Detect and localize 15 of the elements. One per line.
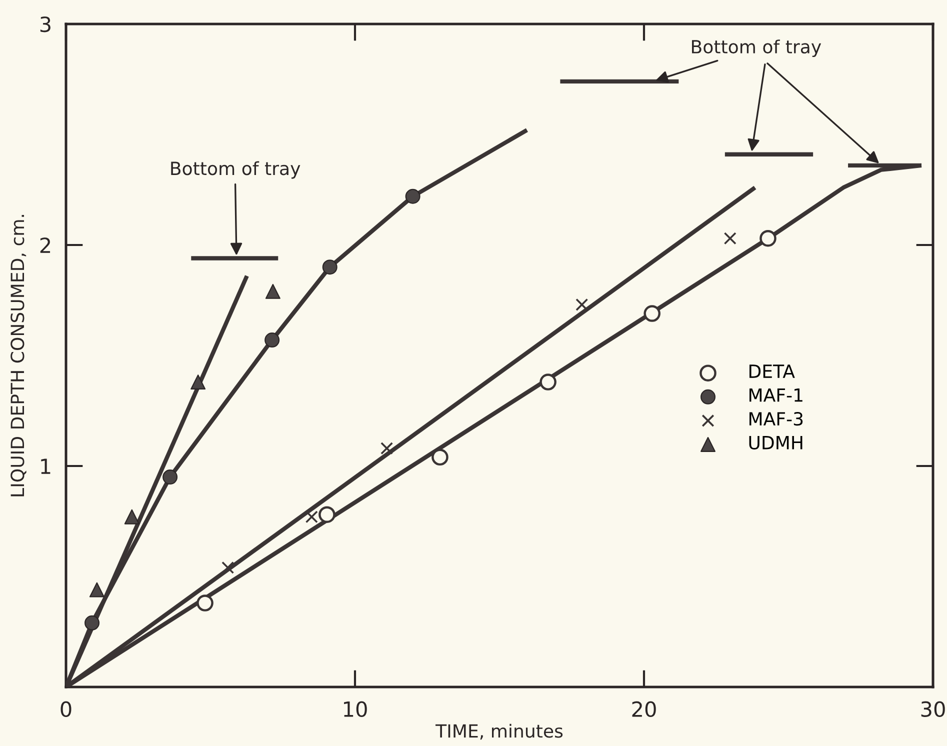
legend-label: DETA [749, 364, 795, 378]
x-tick-label: 10 [344, 701, 367, 718]
x-tick-label: 20 [632, 701, 656, 718]
y-tick-label: 3 [40, 16, 50, 32]
x-tick-label: 30 [921, 701, 945, 718]
legend-label: MAF-3 [749, 412, 803, 426]
x-axis-title: TIME, minutes [435, 724, 563, 740]
y-tick-label: 1 [41, 458, 50, 474]
legend-label: MAF-1 [749, 388, 802, 402]
annotation: Bottom of tray [171, 161, 300, 179]
y-tick-label: 2 [40, 237, 50, 253]
legend-label: UDMH [749, 436, 802, 450]
y-axis-title: LIQUID DEPTH CONSUMED, cm. [10, 214, 26, 496]
annotation: Bottom of tray [692, 40, 822, 58]
x-tick-label: 0 [60, 701, 72, 718]
